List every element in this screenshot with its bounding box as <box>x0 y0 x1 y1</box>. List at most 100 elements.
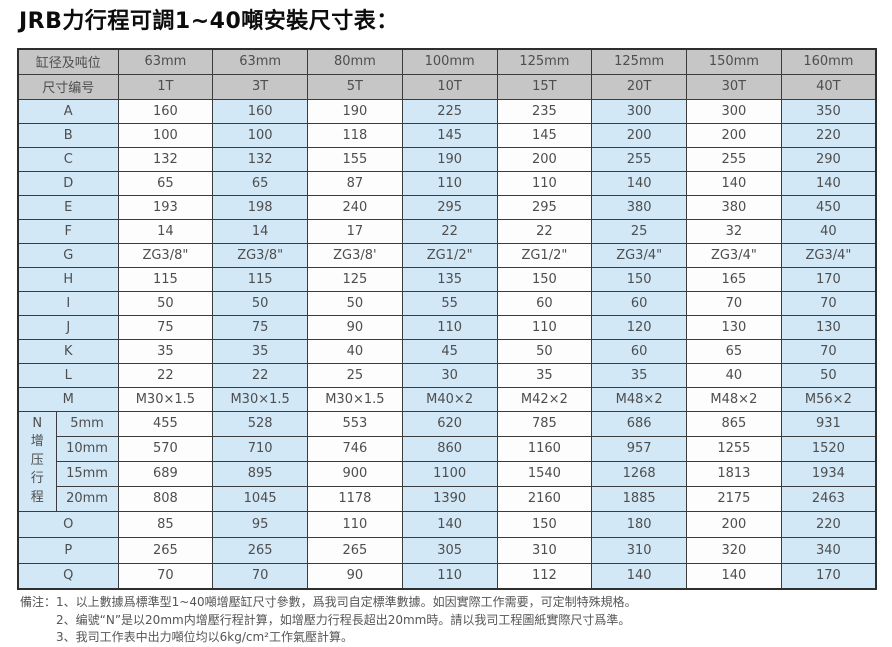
table-cell: 50 <box>496 338 593 364</box>
table-cell: 895 <box>212 460 309 487</box>
table-cell: 35 <box>212 338 309 364</box>
table-cell: 50 <box>117 290 214 316</box>
table-row: 10mm 570 710 746 860 1160 957 1255 1520 <box>18 435 877 462</box>
table-cell: 90 <box>307 314 403 340</box>
table-cell: 295 <box>401 194 498 220</box>
n-sub-row-label: 20mm <box>55 485 119 512</box>
row-label: Q <box>17 562 119 590</box>
table-cell: 2175 <box>686 485 782 512</box>
header-tonnage-cell: 40T <box>780 73 877 100</box>
row-label: M <box>17 386 119 412</box>
table-cell: 145 <box>496 122 593 148</box>
table-cell: 1255 <box>686 435 782 462</box>
table-cell: 265 <box>117 536 214 564</box>
table-row: G ZG3/8" ZG3/8" ZG3/8' ZG1/2" ZG1/2" ZG3/4" ZG3… <box>17 242 877 268</box>
table-cell: 112 <box>496 562 593 590</box>
table-cell: 320 <box>686 536 782 564</box>
row-label: K <box>17 338 119 364</box>
table-cell: 135 <box>401 266 498 292</box>
table-cell: 235 <box>496 98 593 124</box>
table-cell: 100 <box>117 122 214 148</box>
table-cell: 60 <box>496 290 593 316</box>
table-cell: 100 <box>212 122 309 148</box>
table-cell: 65 <box>117 170 214 196</box>
table-cell: 150 <box>591 266 688 292</box>
table-cell: 110 <box>307 510 403 538</box>
table-cell: 65 <box>686 338 782 364</box>
note-line: 3、我司工作表中出力噸位均以6kg/cm²工作氣壓計算。 <box>56 630 353 644</box>
table-cell: 140 <box>401 510 498 538</box>
table-cell: M30×1.5 <box>307 386 403 412</box>
table-cell: 155 <box>307 146 403 172</box>
table-cell: 300 <box>686 98 782 124</box>
table-cell: 553 <box>307 410 403 437</box>
table-cell: 22 <box>117 362 214 388</box>
table-cell: 130 <box>686 314 782 340</box>
table-row: C 132 132 155 190 200 255 255 290 <box>17 146 877 172</box>
table-cell: 686 <box>591 410 688 437</box>
row-label: B <box>17 122 119 148</box>
row-label: O <box>17 510 119 538</box>
table-cell: 1390 <box>401 485 498 512</box>
table-cell: 380 <box>591 194 688 220</box>
table-row: H 115 115 125 135 150 150 165 170 <box>17 266 877 292</box>
table-cell: ZG1/2" <box>496 242 593 268</box>
table-cell: M48×2 <box>686 386 782 412</box>
table-row: N 增压行程 5mm 455 528 553 620 785 686 865 931 <box>17 410 877 512</box>
table-cell: 1813 <box>686 460 782 487</box>
table-cell: 87 <box>307 170 403 196</box>
table-row: 缸径及吨位 63mm 63mm 80mm 100mm 125mm 125mm 150mm 160… <box>17 48 877 75</box>
table-cell: 931 <box>780 410 877 437</box>
table-cell: 198 <box>212 194 309 220</box>
n-sub-row-label: 15mm <box>55 460 119 487</box>
table-cell: 1540 <box>496 460 593 487</box>
table-cell: 50 <box>307 290 403 316</box>
table-cell: 35 <box>496 362 593 388</box>
table-row: 20mm 808 1045 1178 1390 2160 1885 2175 2463 <box>18 485 877 512</box>
table-cell: 110 <box>496 314 593 340</box>
header-tonnage-cell: 20T <box>591 73 688 100</box>
spec-table-body: 缸径及吨位 63mm 63mm 80mm 100mm 125mm 125mm 150mm 160… <box>17 48 877 590</box>
table-cell: 22 <box>401 218 498 244</box>
table-cell: 528 <box>212 410 309 437</box>
notes: 備注：1、以上數據爲標準型1~40噸增壓缸尺寸參數，爲我司自定標準數據。如因實際… <box>20 594 637 647</box>
header-tonnage-cell: 30T <box>686 73 782 100</box>
row-label: H <box>17 266 119 292</box>
table-cell: 295 <box>496 194 593 220</box>
table-row: P 265 265 265 305 310 310 320 340 <box>17 536 877 564</box>
table-cell: 70 <box>780 290 877 316</box>
header-bore-cell: 63mm <box>117 48 214 75</box>
n-sub-row-label: 10mm <box>55 435 119 462</box>
table-cell: 40 <box>686 362 782 388</box>
table-cell: 200 <box>686 122 782 148</box>
table-cell: 225 <box>401 98 498 124</box>
table-cell: 110 <box>401 314 498 340</box>
header-tonnage-cell: 15T <box>496 73 593 100</box>
table-cell: 65 <box>212 170 309 196</box>
table-row: E 193 198 240 295 295 380 380 450 <box>17 194 877 220</box>
table-cell: 130 <box>780 314 877 340</box>
row-label: F <box>17 218 119 244</box>
table-cell: 340 <box>780 536 877 564</box>
table-cell: 1045 <box>212 485 309 512</box>
table-cell: 570 <box>117 435 214 462</box>
table-cell: 190 <box>401 146 498 172</box>
table-cell: 140 <box>591 170 688 196</box>
table-cell: 110 <box>401 562 498 590</box>
table-cell: 265 <box>307 536 403 564</box>
table-row: F 14 14 17 22 22 25 32 40 <box>17 218 877 244</box>
table-cell: 255 <box>591 146 688 172</box>
table-cell: M56×2 <box>780 386 877 412</box>
table-cell: 1268 <box>591 460 688 487</box>
table-row: J 75 75 90 110 110 120 130 130 <box>17 314 877 340</box>
table-row: B 100 100 118 145 145 200 200 220 <box>17 122 877 148</box>
table-cell: 35 <box>591 362 688 388</box>
table-cell: 689 <box>117 460 214 487</box>
table-cell: 165 <box>686 266 782 292</box>
table-cell: 118 <box>307 122 403 148</box>
table-cell: 17 <box>307 218 403 244</box>
table-cell: 220 <box>780 510 877 538</box>
table-cell: ZG3/8" <box>212 242 309 268</box>
table-cell: 305 <box>401 536 498 564</box>
